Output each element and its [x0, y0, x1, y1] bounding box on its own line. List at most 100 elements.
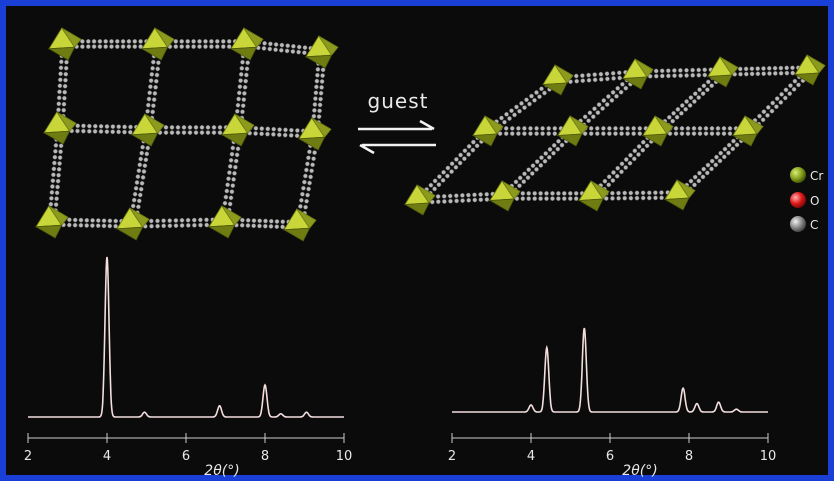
carbon-atom	[150, 65, 155, 71]
carbon-atom	[110, 129, 116, 135]
carbon-atom	[640, 190, 646, 196]
carbon-atom	[675, 107, 681, 112]
carbon-atom	[588, 126, 594, 131]
carbon-atom	[546, 126, 552, 131]
open-framework-structure	[34, 27, 339, 242]
carbon-atom	[56, 101, 62, 107]
carbon-atom	[191, 39, 196, 44]
carbon-atom	[167, 218, 173, 223]
carbon-atom	[233, 164, 238, 170]
xrd-pattern-open: 2 4 6 8 10 2θ(°)	[24, 256, 352, 479]
carbon-atom	[538, 196, 543, 201]
carbon-atom	[779, 91, 784, 97]
carbon-atom	[80, 44, 85, 49]
carbon-atom	[640, 147, 646, 153]
carbon-atom	[179, 44, 185, 49]
carbon-atom	[453, 193, 459, 199]
carbon-atom	[623, 157, 629, 162]
carbon-atom	[697, 170, 702, 176]
carbon-atom	[627, 160, 633, 166]
carbon-atom	[442, 199, 447, 204]
carbon-atom	[197, 44, 202, 49]
carbon-atom	[280, 224, 285, 230]
carbon-atom	[619, 126, 624, 131]
x-tick-label: 2	[24, 449, 32, 464]
carbon-atom	[534, 126, 539, 131]
cr-octahedron	[471, 115, 504, 147]
carbon-atom	[317, 102, 323, 108]
carbon-atom	[133, 185, 139, 191]
carbon-atom	[227, 170, 232, 175]
arrow-label: guest	[368, 89, 429, 113]
carbon-atom	[670, 118, 676, 124]
carbon-atom	[522, 105, 527, 110]
carbon-atom	[313, 96, 318, 101]
carbon-atom	[517, 183, 522, 189]
carbon-atom	[139, 180, 145, 186]
x-tick-label: 10	[760, 449, 777, 464]
carbon-atom	[602, 178, 608, 184]
carbon-atom	[193, 130, 199, 135]
carbon-atom	[605, 76, 610, 82]
carbon-atom	[222, 200, 228, 206]
carbon-atom	[179, 223, 185, 228]
carbon-atom	[95, 223, 101, 229]
carbon-atom	[224, 188, 230, 194]
carbon-atom	[56, 166, 62, 172]
carbon-atom	[52, 154, 58, 160]
carbon-atom	[659, 68, 665, 74]
carbon-atom	[51, 172, 56, 178]
carbon-atom	[702, 67, 708, 73]
carbon-atom	[616, 190, 621, 196]
carbon-atom	[674, 114, 680, 120]
carbon-atom	[91, 44, 97, 49]
carbon-atom	[135, 174, 141, 179]
carbon-atom	[319, 79, 325, 84]
carbon-atom	[307, 149, 312, 155]
carbon-atom	[58, 65, 64, 71]
carbon-atom	[187, 130, 193, 135]
carbon-atom	[241, 97, 247, 102]
carbon-atom	[757, 113, 762, 119]
carbon-atom	[573, 73, 579, 79]
carbon-atom	[138, 44, 143, 49]
carbon-atom	[181, 130, 187, 135]
cr-octahedron	[541, 64, 574, 96]
carbon-atom	[672, 73, 677, 79]
carbon-atom	[787, 91, 793, 96]
carbon-atom	[312, 150, 317, 155]
carbon-atom	[534, 159, 540, 164]
carbon-atom	[150, 59, 156, 65]
carbon-atom	[148, 218, 154, 224]
carbon-atom	[526, 167, 532, 173]
carbon-atom	[151, 103, 156, 109]
carbon-atom	[155, 218, 160, 224]
carbon-atom	[600, 106, 605, 111]
carbon-atom	[509, 131, 515, 136]
carbon-atom	[244, 66, 250, 72]
carbon-atom	[440, 177, 446, 183]
carbon-atom	[274, 224, 280, 230]
carbon-atom	[294, 133, 300, 139]
carbon-atom	[130, 203, 136, 209]
cr-octahedron	[304, 35, 339, 69]
carbon-atom	[472, 192, 477, 198]
carbon-atom	[623, 85, 629, 91]
carbon-atom	[665, 68, 671, 74]
carbon-atom	[478, 197, 484, 203]
carbon-atom	[550, 191, 555, 196]
carbon-atom	[606, 94, 611, 99]
carbon-atom	[227, 201, 233, 207]
carbon-atom	[138, 186, 144, 192]
carbon-atom	[503, 131, 509, 136]
carbon-atom	[149, 72, 155, 77]
carbon-atom	[66, 222, 72, 228]
carbon-atom	[714, 154, 719, 160]
carbon-atom	[770, 100, 776, 106]
carbon-atom	[659, 195, 664, 201]
carbon-atom	[233, 158, 239, 164]
carbon-atom	[97, 39, 103, 44]
carbon-atom	[273, 47, 278, 53]
carbon-atom	[257, 218, 263, 224]
